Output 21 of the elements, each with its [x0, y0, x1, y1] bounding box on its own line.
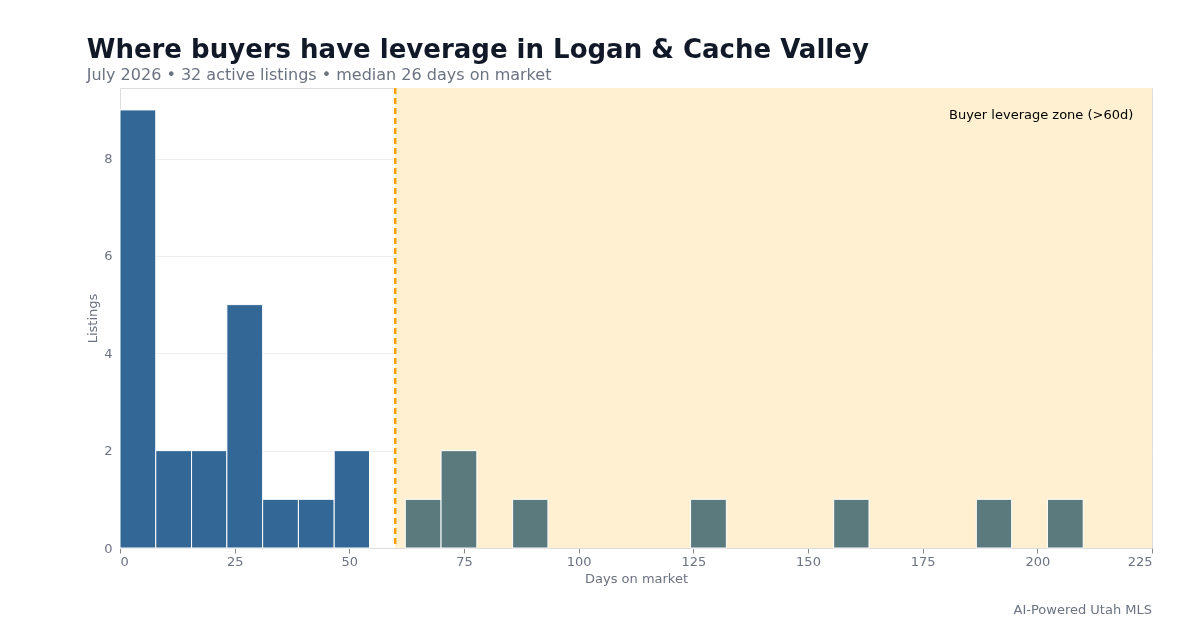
x-tick-label: 225: [1127, 553, 1153, 569]
x-tick-label: 125: [681, 553, 707, 569]
x-tick-label: 100: [566, 553, 592, 569]
chart-title: Where buyers have leverage in Logan & Cache Valley: [86, 33, 869, 64]
y-axis-title: Listings: [85, 293, 101, 344]
y-tick-label: 8: [104, 151, 113, 167]
band-label: Buyer leverage zone (>60d): [949, 107, 1134, 122]
x-tick-label: 175: [910, 553, 936, 569]
x-tick-label: 200: [1025, 553, 1051, 569]
x-tick-label: 0: [120, 553, 129, 569]
y-tick-label: 6: [104, 248, 113, 264]
x-tick-label: 50: [341, 553, 359, 569]
x-tick-label: 75: [456, 553, 473, 569]
x-tick-label: 150: [796, 553, 821, 569]
y-tick-label: 4: [104, 345, 113, 361]
y-tick-label: 0: [104, 540, 113, 556]
chart-subtitle: July 2026 • 32 active listings • median 26 days on market: [85, 64, 552, 84]
y-tick-label: 2: [104, 443, 113, 459]
x-axis-title: Days on market: [584, 570, 689, 586]
text: AI-Powered Utah MLS: [1013, 602, 1152, 617]
x-tick-label: 25: [226, 553, 244, 569]
